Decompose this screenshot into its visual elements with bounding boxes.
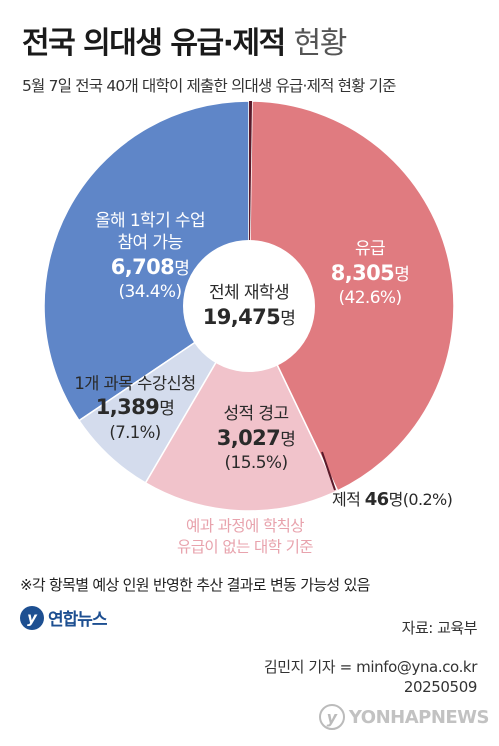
label-one-course-percent: (7.1%) <box>109 422 161 442</box>
watermark-icon: y <box>318 704 345 730</box>
yonhap-logo-text: 연합뉴스 <box>48 610 108 630</box>
label-participate-unit: 명 <box>174 259 190 280</box>
label-grades-name: 성적 경고 <box>223 404 290 424</box>
subtitle: 5월 7일 전국 40개 대학이 제출한 의대생 유급·제적 현황 기준 <box>22 77 396 95</box>
label-participate-name1: 올해 1학기 수업 <box>94 211 206 231</box>
credit-code: 20250509 <box>403 677 478 696</box>
pie-slice-retained <box>248 100 455 492</box>
center-value: 19,475 <box>202 305 281 330</box>
center-label-text: 전체 재학생 <box>208 283 290 303</box>
label-expelled-percent: (0.2%) <box>402 490 453 509</box>
pie-slice-grades <box>144 304 339 512</box>
label-one-course-name: 1개 과목 수강신청 <box>74 374 196 393</box>
label-participate: 올해 1학기 수업 참여 가능 6,708명 (34.4%) <box>75 210 225 304</box>
label-participate-percent: (34.4%) <box>118 282 182 303</box>
chart-note-line2: 유급이 없는 대학 기준 <box>177 537 314 556</box>
yonhap-logo-icon: y <box>20 605 44 630</box>
title-main: 전국 의대생 유급·제적 <box>22 26 286 61</box>
label-grades-unit: 명 <box>280 430 296 451</box>
watermark-text: YONHAPNEWS <box>348 706 490 728</box>
label-participate-name2: 참여 가능 <box>117 233 184 254</box>
credit-reporter: 김민지 기자 = minfo@yna.co.kr <box>263 658 478 676</box>
center-unit: 명 <box>280 309 296 330</box>
source: 자료: 교육부 <box>401 619 478 637</box>
label-expelled-unit: 명 <box>388 490 404 509</box>
label-one-course: 1개 과목 수강신청 1,389명 (7.1%) <box>50 373 220 443</box>
center-label: 전체 재학생 19,475명 <box>183 282 315 331</box>
label-grades-percent: (15.5%) <box>224 453 288 474</box>
label-retained-percent: (42.6%) <box>338 288 402 309</box>
label-expelled: 제적 46명(0.2%) <box>332 488 453 511</box>
pie-slice-participate <box>43 100 250 422</box>
label-grades-value: 3,027 <box>216 426 281 451</box>
label-retained-unit: 명 <box>394 265 410 286</box>
yonhap-logo: y 연합뉴스 <box>20 605 108 630</box>
label-one-course-value: 1,389 <box>95 395 160 420</box>
label-participate-value: 6,708 <box>110 255 175 280</box>
watermark: y YONHAPNEWS <box>318 704 490 730</box>
label-retained: 유급 8,305명 (42.6%) <box>320 238 420 309</box>
label-retained-name: 유급 <box>354 239 386 259</box>
expelled-leader-line <box>321 451 336 491</box>
label-grades: 성적 경고 3,027명 (15.5%) <box>196 403 316 474</box>
page-title: 전국 의대생 유급·제적 현황 <box>22 18 348 62</box>
label-expelled-name: 제적 <box>332 490 361 509</box>
label-one-course-unit: 명 <box>159 399 175 420</box>
chart-note: 예과 과정에 학칙상 유급이 없는 대학 기준 <box>130 516 360 558</box>
footnote: ※각 항목별 예상 인원 반영한 추산 결과로 변동 가능성 있음 <box>20 576 370 594</box>
label-retained-value: 8,305 <box>330 261 395 286</box>
label-expelled-value: 46 <box>364 489 389 510</box>
chart-note-line1: 예과 과정에 학칙상 <box>186 517 305 535</box>
title-light: 현황 <box>293 26 348 61</box>
pie-center-hole <box>183 240 315 372</box>
credit: 김민지 기자 = minfo@yna.co.kr 20250509 <box>263 658 478 697</box>
